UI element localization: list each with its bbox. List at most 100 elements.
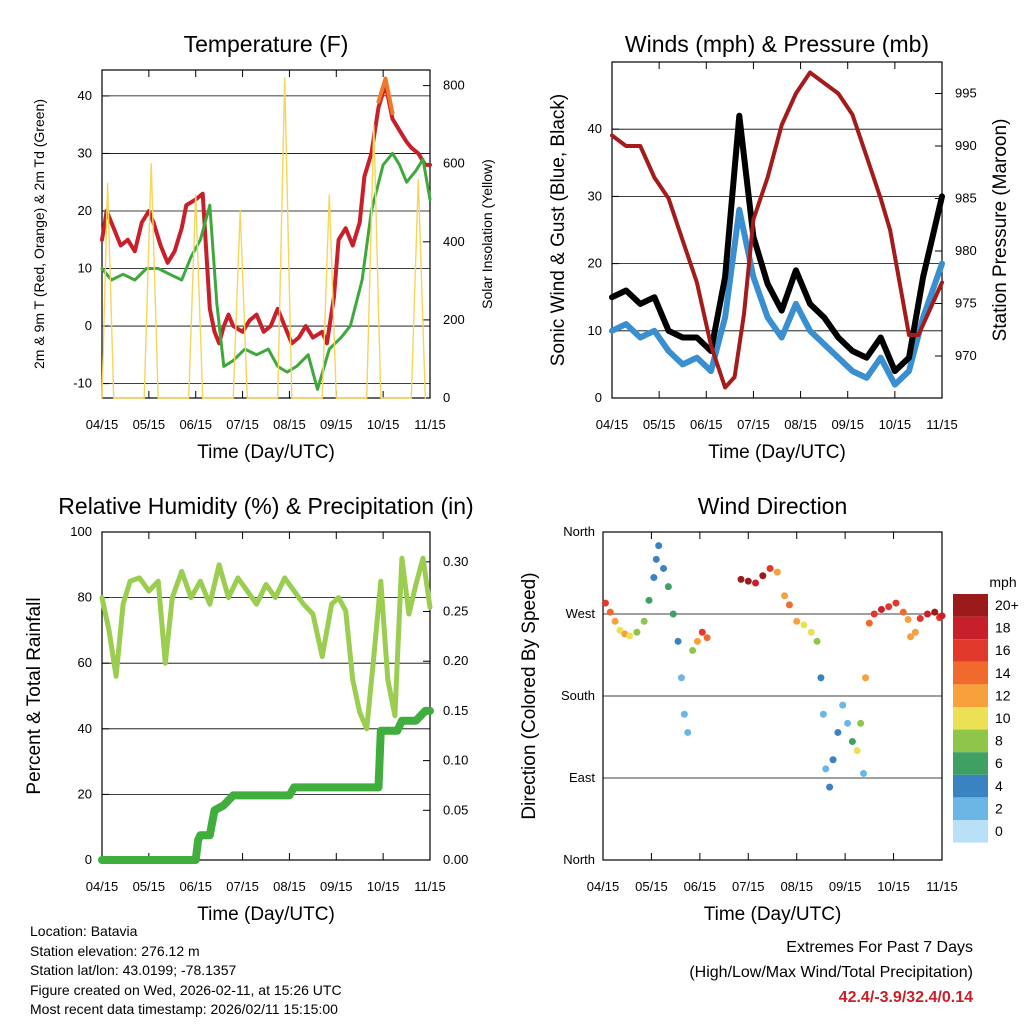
winds-ytick-label-right: 980 [955,243,977,258]
colorbar-swatch [953,616,988,640]
winds-xtick-label: 10/15 [879,417,912,432]
winds-series-sonic-wind [609,206,945,388]
direction-title: Wind Direction [698,493,848,519]
direction-ytick-label: West [566,606,596,621]
colorbar-swatch [953,752,988,775]
winds-ylabel-right: Station Pressure (Maroon) [990,119,1011,342]
direction-point [819,710,827,718]
direction-xtick-label: 11/15 [926,879,958,894]
direction-point [844,719,852,727]
colorbar-label: 20+ [995,597,1019,613]
humidity-xtick-label: 06/15 [179,879,212,894]
direction-point [938,612,946,620]
temperature-xtick-label: 10/15 [367,417,400,432]
direction-point [904,615,912,623]
colorbar-swatch [953,707,988,730]
temperature-ylabel-right: Solar Insolation (Yellow) [479,159,495,309]
direction-point [865,619,873,627]
colorbar-swatch [953,661,988,685]
direction-point [931,608,939,616]
humidity-frame [101,531,431,861]
direction-point [826,783,834,791]
direction-point [892,599,900,607]
colorbar-swatch [953,684,988,707]
humidity-ytick-label: 40 [78,721,92,736]
direction-point [652,555,660,563]
direction-point [793,617,801,625]
direction-point [650,574,658,582]
winds-ylabel: Sonic Wind & Gust (Blue, Black) [548,94,569,366]
colorbar-label: 8 [995,733,1003,749]
humidity-ytick-label: 0 [85,852,92,867]
direction-point [885,603,893,611]
colorbar-label: 12 [995,687,1011,703]
direction-point [860,769,868,777]
temperature-xtick-label: 04/15 [86,417,119,432]
direction-point [655,542,663,550]
direction-xtick-label: 04/15 [587,879,620,894]
humidity-ytick-label-right: 0.30 [443,554,468,569]
panel-winds: Winds (mph) & Pressure (mb) Time (Day/UTC… [548,31,1011,463]
temperature-xtick-label: 06/15 [179,417,212,432]
colorbar-label: 6 [995,755,1003,771]
colorbar-label: 18 [995,620,1011,636]
temperature-ytick-label: 40 [78,88,92,103]
direction-xlabel: Time (Day/UTC) [704,904,842,925]
direction-point [703,634,711,642]
direction-point [616,626,624,634]
temperature-ytick-label: 20 [78,203,92,218]
temperature-title: Temperature (F) [184,31,349,57]
temperature-ylabel: 2m & 9m T (Red, Orange) & 2m Td (Green) [31,99,47,369]
humidity-ytick-label: 60 [78,655,92,670]
direction-point [693,637,701,645]
colorbar-label: 14 [995,665,1011,681]
temperature-xtick-label: 07/15 [226,417,259,432]
direction-point [645,596,653,604]
winds-xtick-label: 05/15 [643,417,676,432]
direction-point [911,628,919,636]
temperature-xtick-label: 05/15 [133,417,166,432]
direction-point [626,632,634,640]
direction-point [689,646,697,654]
humidity-xtick-label: 08/15 [273,879,306,894]
direction-point [669,610,677,618]
direction-point [674,637,682,645]
direction-point [861,674,869,682]
colorbar-label: 4 [995,778,1003,794]
direction-ytick-label: South [561,688,595,703]
direction-point [677,674,685,682]
direction-point [660,564,668,572]
temperature-ytick-label-right: 600 [443,156,465,171]
direction-point [606,608,614,616]
winds-ytick-label-right: 975 [955,296,977,311]
direction-xtick-label: 05/15 [635,879,668,894]
direction-point [781,592,789,600]
direction-xtick-label: 08/15 [780,879,813,894]
winds-ytick-label: 30 [588,188,602,203]
humidity-title: Relative Humidity (%) & Precipitation (i… [58,493,473,519]
direction-point [684,728,692,736]
direction-point [857,719,865,727]
colorbar-swatch [953,639,988,662]
recent-text: Most recent data timestamp: 2026/02/11 1… [30,1001,338,1017]
direction-point [680,710,688,718]
direction-point [899,608,907,616]
direction-point [877,605,885,613]
winds-ytick-label-right: 985 [955,191,977,206]
direction-point [785,601,793,609]
colorbar-label: 2 [995,800,1003,816]
humidity-xtick-label: 07/15 [226,879,259,894]
winds-xlabel: Time (Day/UTC) [708,442,846,463]
winds-xtick-label: 08/15 [784,417,817,432]
extremes-subtitle: (High/Low/Max Wind/Total Precipitation) [689,964,973,981]
winds-ytick-label: 20 [588,256,602,271]
temperature-xlabel: Time (Day/UTC) [197,442,335,463]
winds-title: Winds (mph) & Pressure (mb) [625,31,929,57]
temperature-ytick-label-right: 400 [443,234,465,249]
elevation-text: Station elevation: 276.12 m [30,942,200,959]
extremes-box: Extremes For Past 7 Days (High/Low/Max W… [689,935,973,1010]
direction-point [923,610,931,618]
humidity-xtick-label: 04/15 [86,879,119,894]
temperature-ytick-label-right: 0 [443,390,450,405]
